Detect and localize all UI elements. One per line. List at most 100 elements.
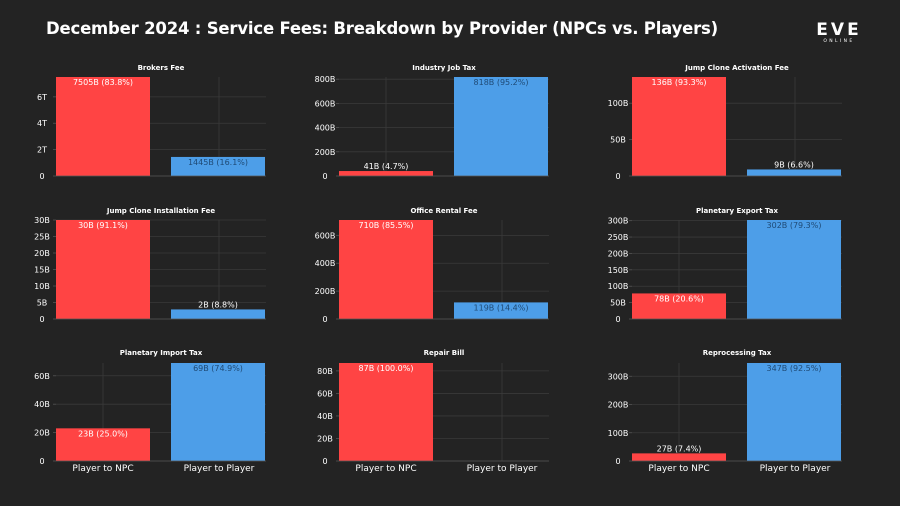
- chart-title: Planetary Import Tax: [120, 349, 203, 357]
- y-tick-label: 0: [615, 315, 620, 324]
- bar-data-label: 1445B (16.1%): [188, 158, 248, 167]
- y-tick-label: 0: [322, 457, 327, 466]
- y-tick-label: 15B: [34, 266, 50, 275]
- y-tick-label: 20B: [317, 434, 333, 443]
- bar-data-label: 9B (6.6%): [774, 160, 814, 169]
- x-tick-label: Player to Player: [760, 464, 831, 474]
- bar-data-label: 41B (4.7%): [364, 162, 409, 171]
- y-tick-label: 600B: [315, 99, 336, 108]
- bar-player-to-player: [454, 77, 548, 176]
- chart-title: Repair Bill: [424, 349, 465, 357]
- bar-player-to-player: [171, 309, 265, 319]
- y-tick-label: 800B: [315, 75, 336, 84]
- bar-data-label: 30B (91.1%): [78, 221, 128, 230]
- chart-title: Office Rental Fee: [410, 207, 477, 215]
- y-tick-label: 300B: [608, 217, 629, 226]
- page-title: December 2024 : Service Fees: Breakdown …: [46, 19, 719, 38]
- x-tick-label: Player to NPC: [355, 464, 416, 474]
- logo-mark: EVE: [816, 20, 862, 40]
- y-tick-label: 10B: [34, 282, 50, 291]
- y-tick-label: 50B: [610, 299, 626, 308]
- bar-data-label: 136B (93.3%): [652, 78, 707, 87]
- bar-player-to-npc: [339, 220, 433, 319]
- chart-title: Jump Clone Installation Fee: [106, 207, 215, 215]
- y-tick-label: 0: [322, 172, 327, 181]
- chart-panel: Brokers Fee 0 2T 4T 6T 7505B (83.8%) 1445B (16…: [37, 64, 266, 181]
- bar-data-label: 818B (95.2%): [474, 78, 529, 87]
- y-tick-label: 60B: [34, 372, 50, 381]
- y-tick-label: 0: [615, 457, 620, 466]
- y-tick-label: 20B: [34, 249, 50, 258]
- y-tick-label: 150B: [608, 266, 629, 275]
- bar-player-to-player: [747, 220, 841, 319]
- y-tick-label: 0: [39, 315, 44, 324]
- bar-data-label: 78B (20.6%): [654, 294, 704, 303]
- y-tick-label: 200B: [315, 287, 336, 296]
- bar-player-to-npc: [632, 293, 726, 319]
- y-tick-label: 100B: [608, 429, 629, 438]
- bar-player-to-player: [747, 169, 841, 176]
- x-tick-label: Player to NPC: [648, 464, 709, 474]
- bar-player-to-npc: [56, 220, 150, 319]
- chart-panel: Jump Clone Activation Fee 0 50B 100B 136B (9…: [608, 64, 842, 181]
- logo-subtitle: ONLINE: [823, 39, 855, 44]
- y-tick-label: 5B: [37, 299, 48, 308]
- chart-panel: Industry Job Tax 0 200B 400B 600B 800B 41B (4.…: [315, 64, 549, 181]
- bar-player-to-npc: [56, 428, 150, 461]
- bar-player-to-player: [747, 363, 841, 461]
- chart-title: Jump Clone Activation Fee: [684, 64, 789, 72]
- y-tick-label: 100B: [608, 282, 629, 291]
- y-tick-label: 200B: [608, 249, 629, 258]
- y-tick-label: 40B: [317, 412, 333, 421]
- bar-player-to-player: [171, 156, 265, 176]
- bar-player-to-npc: [56, 77, 150, 176]
- chart-panel: Jump Clone Installation Fee 0 5B 10B 15B 20B 2…: [34, 207, 266, 324]
- y-tick-label: 4T: [37, 119, 47, 128]
- chart-title: Reprocessing Tax: [703, 349, 772, 357]
- bar-player-to-npc: [339, 171, 433, 176]
- chart-panel: Planetary Import Tax 0 20B 40B 60B 23B (25.0%…: [34, 349, 266, 474]
- y-tick-label: 0: [615, 172, 620, 181]
- y-tick-label: 40B: [34, 400, 50, 409]
- x-tick-label: Player to Player: [467, 464, 538, 474]
- bar-player-to-player: [454, 302, 548, 319]
- chart-title: Industry Job Tax: [412, 64, 476, 72]
- chart-panel: Planetary Export Tax 0 50B 100B 150B 200B 250B…: [608, 207, 842, 324]
- y-tick-label: 6T: [37, 93, 47, 102]
- y-tick-label: 80B: [317, 367, 333, 376]
- bar-data-label: 7505B (83.8%): [73, 78, 133, 87]
- y-tick-label: 400B: [315, 124, 336, 133]
- y-tick-label: 250B: [608, 233, 629, 242]
- chart-panel: Repair Bill 0 20B 40B 60B 80B 87B (100.0%) Play…: [317, 349, 549, 474]
- y-tick-label: 60B: [317, 389, 333, 398]
- x-tick-label: Player to NPC: [72, 464, 133, 474]
- eve-online-logo: EVE ONLINE: [812, 22, 866, 46]
- y-tick-label: 20B: [34, 429, 50, 438]
- chart-panel: Office Rental Fee 0 200B 400B 600B 710B (85.5…: [315, 207, 549, 324]
- bar-player-to-player: [171, 363, 265, 461]
- bar-data-label: 302B (79.3%): [767, 221, 822, 230]
- bar-data-label: 87B (100.0%): [359, 364, 414, 373]
- bar-data-label: 69B (74.9%): [193, 364, 243, 373]
- bar-data-label: 23B (25.0%): [78, 429, 128, 438]
- y-tick-label: 300B: [608, 372, 629, 381]
- bar-data-label: 2B (8.8%): [198, 300, 238, 309]
- bar-player-to-npc: [632, 77, 726, 176]
- chart-title: Planetary Export Tax: [696, 207, 778, 215]
- y-tick-label: 0: [322, 315, 327, 324]
- chart-title: Brokers Fee: [138, 64, 185, 72]
- y-tick-label: 200B: [608, 401, 629, 410]
- y-tick-label: 100B: [608, 99, 629, 108]
- bar-data-label: 27B (7.4%): [657, 444, 702, 453]
- bar-data-label: 347B (92.5%): [767, 364, 822, 373]
- y-tick-label: 200B: [315, 148, 336, 157]
- y-tick-label: 2T: [37, 146, 47, 155]
- y-tick-label: 0: [39, 172, 44, 181]
- y-tick-label: 600B: [315, 231, 336, 240]
- x-tick-label: Player to Player: [184, 464, 255, 474]
- y-tick-label: 50B: [610, 136, 626, 145]
- y-tick-label: 30B: [34, 216, 50, 225]
- bar-player-to-npc: [339, 363, 433, 461]
- bar-player-to-npc: [632, 453, 726, 461]
